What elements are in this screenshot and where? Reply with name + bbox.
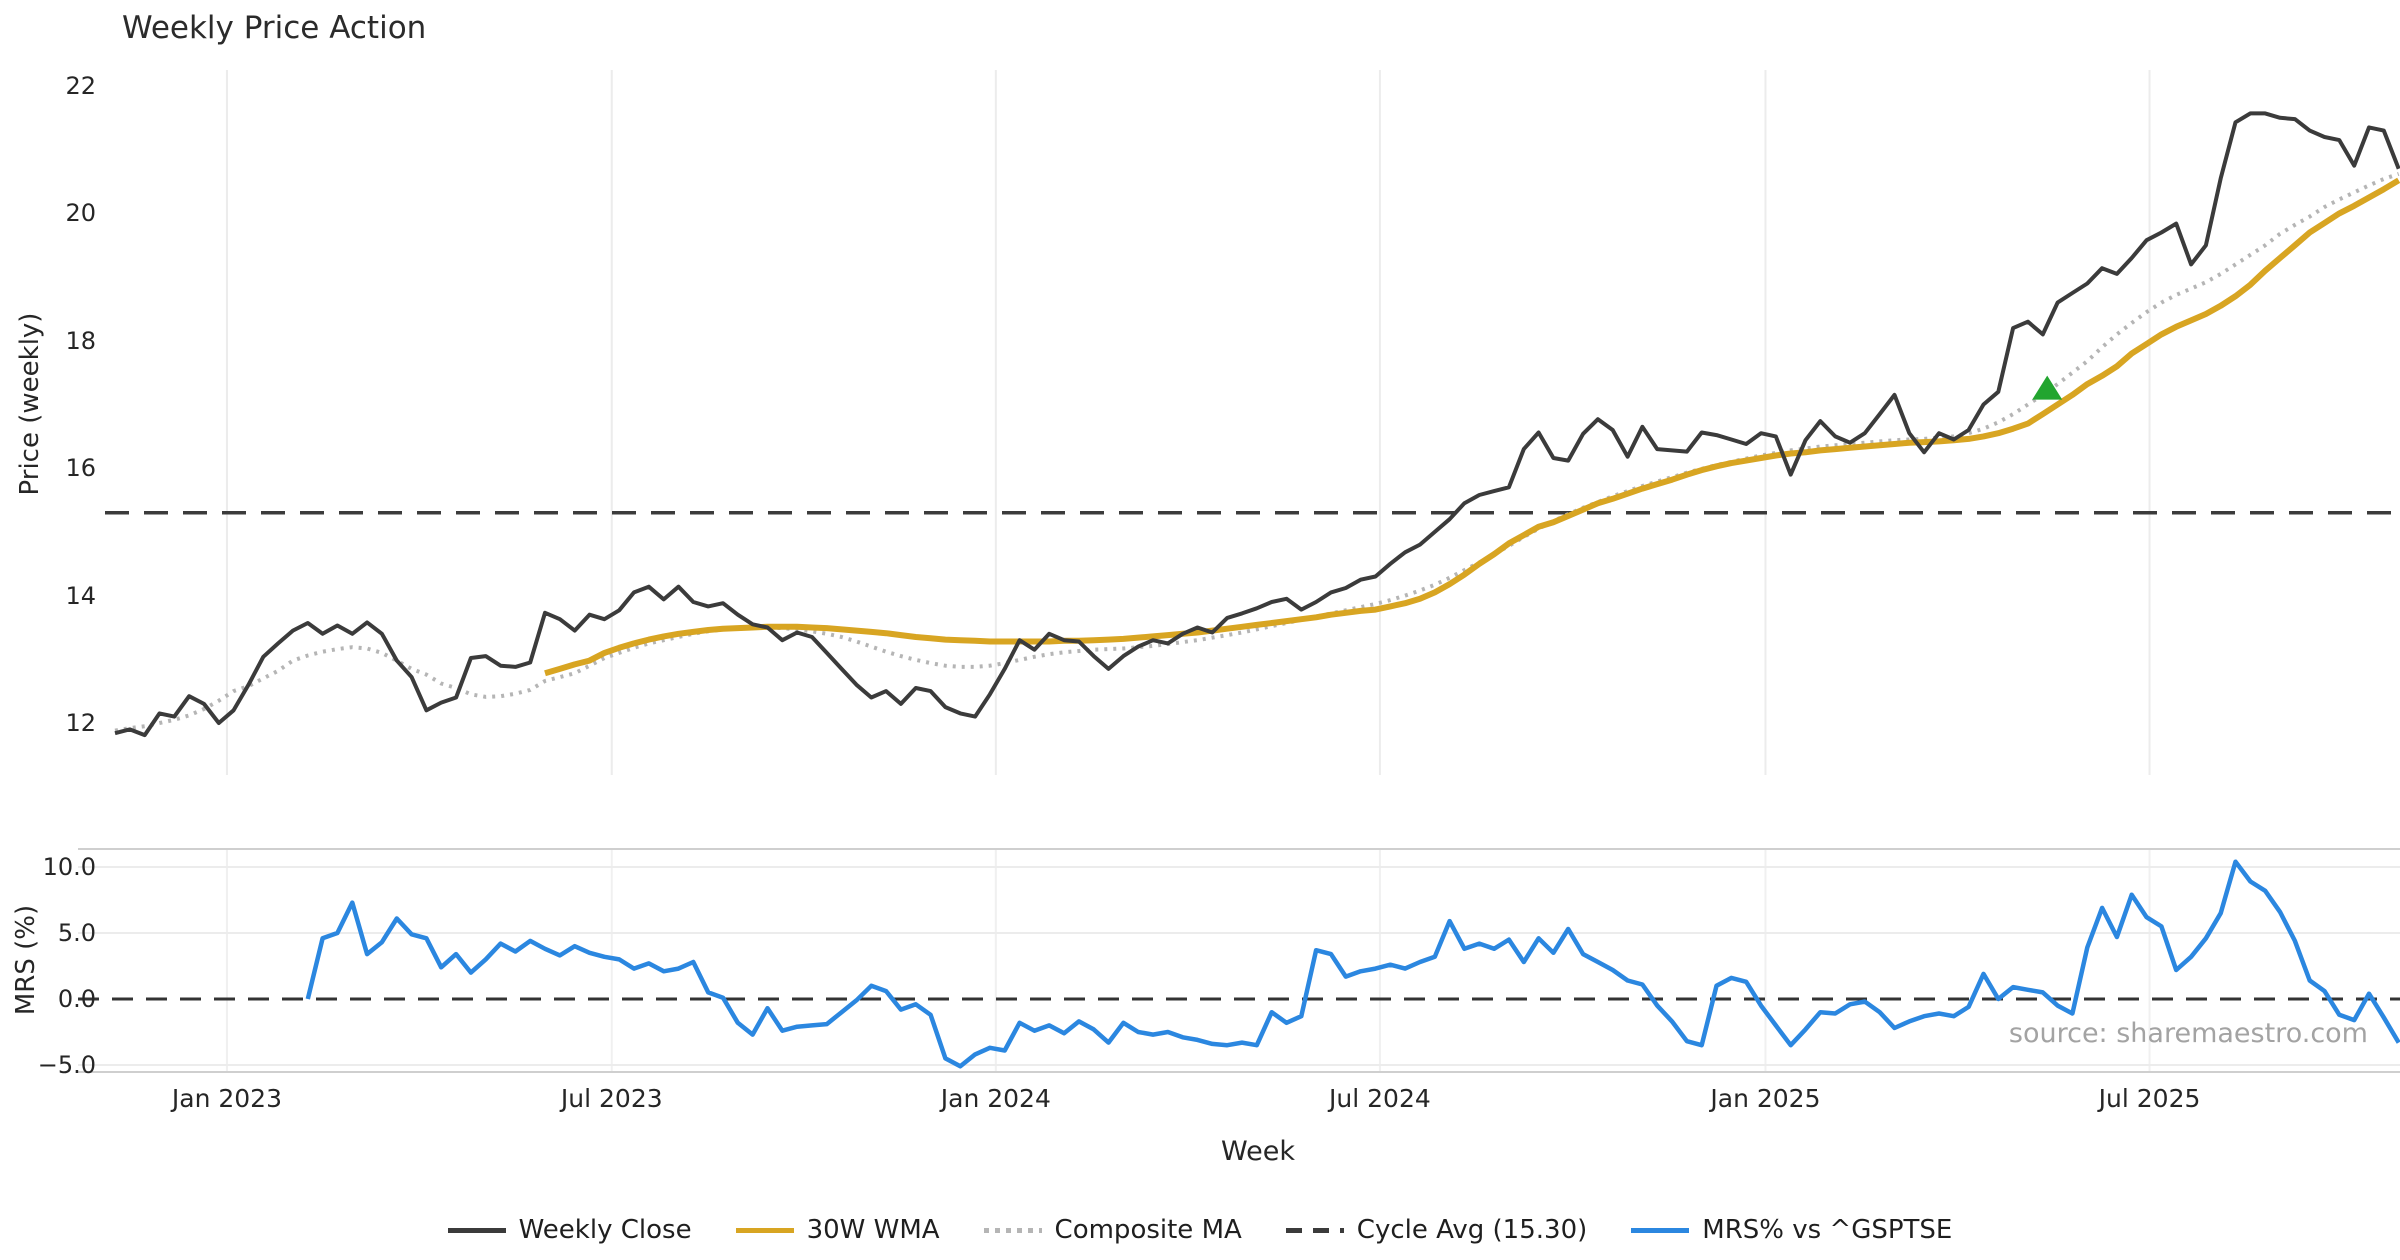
solid-line-swatch-icon <box>447 1227 506 1233</box>
price-ytick-20: 20 <box>65 199 96 228</box>
x-tick-jan-2025: Jan 2025 <box>1710 1084 1821 1113</box>
legend-item-mrs-vs-gsptse: MRS% vs ^GSPTSE <box>1631 1212 1952 1248</box>
legend-label: Weekly Close <box>518 1215 692 1245</box>
legend: Weekly Close 30W WMA Composite MA Cycle Avg… <box>0 1212 2400 1248</box>
solid-line-swatch-icon <box>735 1227 794 1233</box>
source-note: source: sharemaestro.com <box>2008 1018 2368 1049</box>
wma-30w-line <box>544 177 2400 677</box>
x-tick-jul-2025: Jul 2025 <box>2098 1084 2201 1113</box>
legend-item-weekly-close: Weekly Close <box>447 1212 692 1248</box>
legend-item-30w-wma: 30W WMA <box>735 1212 940 1248</box>
legend-label: MRS% vs ^GSPTSE <box>1702 1215 1953 1245</box>
composite-ma-line <box>114 172 2400 733</box>
legend-label: Composite MA <box>1054 1215 1242 1245</box>
legend-item-composite-ma: Composite MA <box>983 1212 1242 1248</box>
x-tick-jul-2023: Jul 2023 <box>560 1084 663 1113</box>
x-tick-jan-2023: Jan 2023 <box>171 1084 282 1113</box>
legend-label: 30W WMA <box>806 1215 940 1245</box>
price-ytick-22: 22 <box>65 72 96 100</box>
legend-item-cycle-avg-15-30-: Cycle Avg (15.30) <box>1285 1212 1588 1248</box>
price-ytick-12: 12 <box>65 709 96 737</box>
price-ytick-14: 14 <box>65 581 96 610</box>
chart-title: Weekly Price Action <box>122 10 427 46</box>
dashed-line-swatch-icon <box>1285 1227 1344 1233</box>
solid-line-swatch-icon <box>1631 1227 1690 1233</box>
signal-triangle-marker <box>2032 375 2063 400</box>
x-tick-jul-2024: Jul 2024 <box>1329 1084 1431 1113</box>
mrs-ytick--5: −5.0 <box>37 1051 96 1079</box>
mrs-line <box>305 859 2400 1069</box>
price-ytick-16: 16 <box>65 454 96 483</box>
x-axis-label: Week <box>1221 1136 1295 1167</box>
legend-label: Cycle Avg (15.30) <box>1356 1215 1588 1245</box>
price-ytick-18: 18 <box>65 326 96 355</box>
dotted-line-swatch-icon <box>983 1227 1042 1233</box>
mrs-ytick-5: 5.0 <box>57 919 96 947</box>
weekly-close-line <box>114 111 2400 738</box>
mrs-ytick-0: 0.0 <box>57 985 96 1013</box>
mrs-ytick-10: 10.0 <box>42 853 96 881</box>
x-tick-jan-2024: Jan 2024 <box>940 1084 1051 1113</box>
